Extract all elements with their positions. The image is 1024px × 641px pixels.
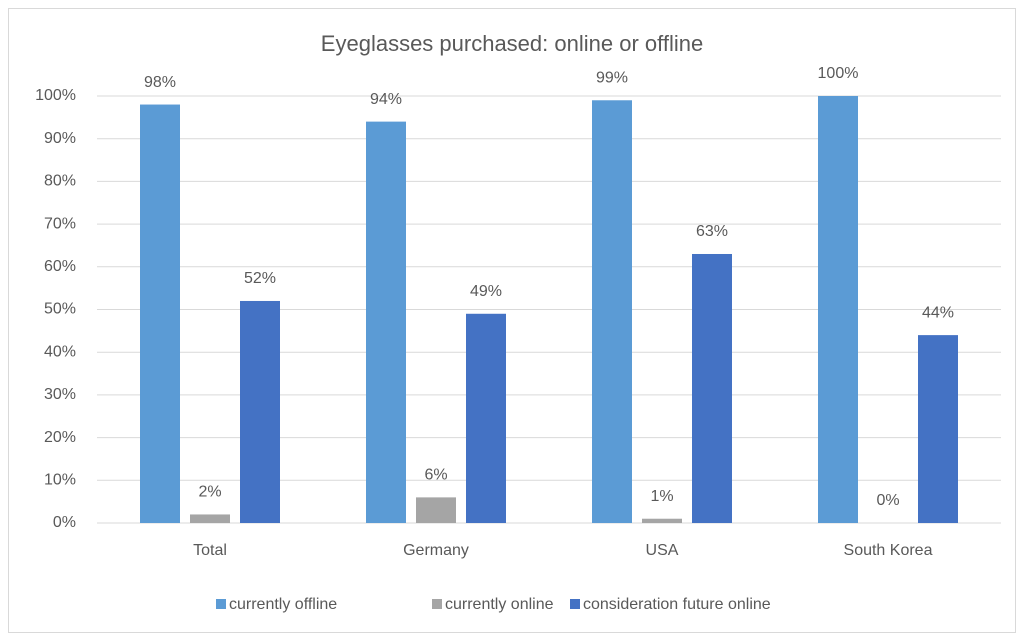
data-label: 94% bbox=[370, 91, 402, 108]
x-tick-label: Total bbox=[193, 542, 227, 559]
data-label: 49% bbox=[470, 283, 502, 300]
data-label: 44% bbox=[922, 304, 954, 321]
data-label: 100% bbox=[818, 65, 859, 82]
data-label: 1% bbox=[650, 488, 673, 505]
legend-label: consideration future online bbox=[583, 596, 771, 613]
data-label: 98% bbox=[144, 74, 176, 91]
y-tick-label: 50% bbox=[44, 301, 76, 318]
legend-swatch bbox=[216, 599, 226, 609]
y-tick-label: 40% bbox=[44, 343, 76, 360]
bar bbox=[416, 497, 456, 523]
y-tick-label: 70% bbox=[44, 215, 76, 232]
x-tick-label: Germany bbox=[403, 542, 469, 559]
y-tick-label: 80% bbox=[44, 173, 76, 190]
legend-swatch bbox=[432, 599, 442, 609]
y-tick-label: 20% bbox=[44, 429, 76, 446]
bar bbox=[642, 518, 682, 523]
data-label: 6% bbox=[424, 467, 447, 484]
bar bbox=[592, 100, 632, 524]
chart-title: Eyeglasses purchased: online or offline bbox=[321, 31, 703, 56]
data-label: 2% bbox=[198, 484, 221, 501]
legend-label: currently online bbox=[445, 596, 554, 613]
data-label: 99% bbox=[596, 69, 628, 86]
y-tick-label: 30% bbox=[44, 386, 76, 403]
legend-label: currently offline bbox=[229, 596, 337, 613]
x-tick-label: USA bbox=[646, 542, 679, 559]
bar bbox=[240, 300, 280, 523]
legend-swatch bbox=[570, 599, 580, 609]
y-tick-label: 60% bbox=[44, 258, 76, 275]
data-label: 0% bbox=[876, 492, 899, 509]
bar bbox=[692, 253, 732, 524]
bar bbox=[366, 121, 406, 524]
x-tick-label: South Korea bbox=[844, 542, 933, 559]
bar bbox=[918, 335, 958, 523]
bar bbox=[140, 104, 180, 523]
data-label: 63% bbox=[696, 223, 728, 240]
bar bbox=[190, 514, 230, 523]
y-tick-label: 100% bbox=[35, 87, 76, 104]
bar bbox=[466, 313, 506, 523]
data-label: 52% bbox=[244, 270, 276, 287]
y-tick-label: 90% bbox=[44, 130, 76, 147]
y-tick-label: 0% bbox=[53, 514, 76, 531]
bar bbox=[818, 96, 858, 523]
y-tick-label: 10% bbox=[44, 472, 76, 489]
